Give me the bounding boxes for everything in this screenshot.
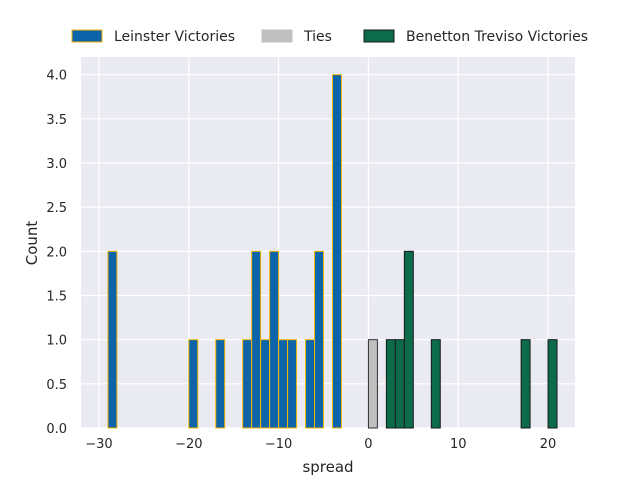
y-axis-label: Count bbox=[23, 221, 41, 266]
legend-swatch bbox=[363, 29, 395, 43]
x-tick-label: 10 bbox=[450, 437, 467, 452]
y-axis-ticks: 0.0 0.5 1.0 1.5 2.0 2.5 3.0 3.5 4.0 bbox=[46, 69, 67, 437]
histogram-bar bbox=[331, 74, 342, 429]
legend-label: Ties bbox=[303, 29, 332, 45]
x-tick-label: −30 bbox=[85, 437, 112, 452]
histogram-bar bbox=[430, 339, 441, 429]
y-tick-label: 2.0 bbox=[46, 245, 67, 260]
y-tick-label: 1.0 bbox=[46, 334, 67, 349]
y-tick-label: 0.0 bbox=[46, 422, 67, 437]
legend-label: Leinster Victories bbox=[114, 29, 235, 45]
legend-label: Benetton Treviso Victories bbox=[406, 29, 588, 45]
histogram-bar bbox=[242, 339, 253, 429]
legend: Leinster Victories Ties Benetton Treviso V… bbox=[71, 29, 588, 45]
x-axis-label: spread bbox=[302, 458, 353, 476]
histogram-bar bbox=[107, 250, 118, 429]
histogram-bar bbox=[367, 339, 378, 429]
histogram-bar bbox=[269, 250, 280, 429]
x-tick-label: 20 bbox=[540, 437, 557, 452]
y-tick-label: 3.5 bbox=[46, 113, 67, 128]
y-tick-label: 4.0 bbox=[46, 69, 67, 84]
y-tick-label: 0.5 bbox=[46, 378, 67, 393]
histogram-bar bbox=[385, 339, 396, 429]
histogram-bar bbox=[215, 339, 226, 429]
histogram-bar bbox=[547, 339, 558, 429]
legend-swatch bbox=[261, 29, 293, 43]
histogram-bar bbox=[403, 250, 414, 429]
y-tick-label: 3.0 bbox=[46, 157, 67, 172]
legend-item: Benetton Treviso Victories bbox=[363, 29, 588, 45]
histogram-bar bbox=[188, 339, 199, 429]
legend-swatch bbox=[71, 29, 103, 43]
histogram-bar bbox=[314, 250, 325, 429]
histogram-bar bbox=[251, 250, 262, 429]
grid-lines bbox=[81, 57, 575, 429]
x-axis-ticks: −30 −20 −10 0 10 20 bbox=[85, 437, 556, 452]
bars bbox=[107, 74, 558, 429]
histogram-bar bbox=[394, 339, 405, 429]
y-tick-label: 1.5 bbox=[46, 290, 67, 305]
histogram-bar bbox=[305, 339, 316, 429]
y-tick-label: 2.5 bbox=[46, 201, 67, 216]
x-tick-label: −10 bbox=[265, 437, 292, 452]
plot-area bbox=[81, 57, 575, 428]
histogram-bar bbox=[287, 339, 298, 429]
x-tick-label: 0 bbox=[364, 437, 372, 452]
legend-item: Ties bbox=[261, 29, 332, 45]
legend-item: Leinster Victories bbox=[71, 29, 235, 45]
x-tick-label: −20 bbox=[175, 437, 202, 452]
histogram-bar bbox=[520, 339, 531, 429]
histogram-bar bbox=[278, 339, 289, 429]
histogram-bar bbox=[260, 339, 271, 429]
